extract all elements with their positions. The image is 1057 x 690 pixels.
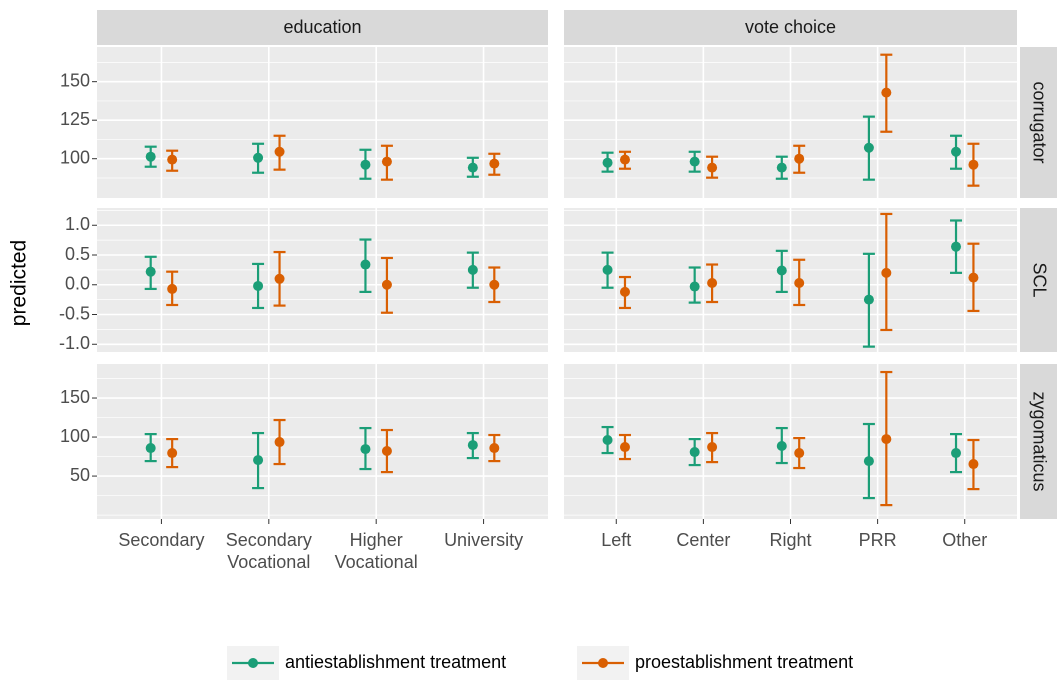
point bbox=[602, 264, 613, 275]
point bbox=[360, 259, 371, 270]
y-tick-label: 150 bbox=[60, 387, 90, 407]
y-tick-label: 50 bbox=[70, 465, 90, 485]
point bbox=[360, 159, 371, 170]
point bbox=[145, 266, 156, 277]
point bbox=[776, 162, 787, 173]
panel bbox=[97, 47, 548, 198]
x-tick-label: Higher bbox=[350, 530, 403, 550]
legend-point bbox=[248, 658, 258, 668]
point bbox=[794, 448, 805, 459]
point bbox=[145, 443, 156, 454]
y-tick-label: 150 bbox=[60, 70, 90, 90]
x-tick-label: Secondary bbox=[118, 530, 204, 550]
point bbox=[968, 459, 979, 470]
point bbox=[881, 267, 892, 278]
strip bbox=[1020, 364, 1057, 519]
point bbox=[863, 142, 874, 153]
x-tick-label: Secondary bbox=[226, 530, 312, 550]
y-tick-label: -0.5 bbox=[59, 303, 90, 323]
x-tick-label: Center bbox=[676, 530, 730, 550]
point bbox=[776, 265, 787, 276]
point bbox=[951, 448, 962, 459]
point bbox=[381, 156, 392, 167]
strip-label: vote choice bbox=[745, 17, 836, 37]
point bbox=[619, 154, 630, 165]
x-tick-label: Vocational bbox=[335, 552, 418, 572]
y-tick-label: -1.0 bbox=[59, 333, 90, 353]
point bbox=[951, 241, 962, 252]
point bbox=[794, 277, 805, 288]
legend-point bbox=[598, 658, 608, 668]
point bbox=[167, 448, 178, 459]
point bbox=[467, 162, 478, 173]
point bbox=[467, 264, 478, 275]
x-tick-label: Vocational bbox=[227, 552, 310, 572]
y-tick-label: 100 bbox=[60, 147, 90, 167]
x-tick-label: PRR bbox=[859, 530, 897, 550]
x-tick-label: Right bbox=[769, 530, 811, 550]
point bbox=[689, 156, 700, 167]
y-tick-label: 1.0 bbox=[65, 214, 90, 234]
point bbox=[602, 157, 613, 168]
panel bbox=[97, 208, 548, 352]
y-axis-title: predicted bbox=[8, 240, 31, 326]
point bbox=[602, 435, 613, 446]
point bbox=[274, 146, 285, 157]
point bbox=[968, 272, 979, 283]
x-tick-label: Left bbox=[601, 530, 631, 550]
strip-label: SCL bbox=[1029, 262, 1049, 297]
y-tick-label: 0.5 bbox=[65, 244, 90, 264]
y-tick-label: 0.0 bbox=[65, 274, 90, 294]
point bbox=[863, 456, 874, 467]
strip-label: zygomaticus bbox=[1029, 391, 1049, 491]
point bbox=[381, 446, 392, 457]
point bbox=[707, 162, 718, 173]
point bbox=[881, 434, 892, 445]
point bbox=[794, 153, 805, 164]
point bbox=[274, 437, 285, 448]
point bbox=[968, 159, 979, 170]
point bbox=[707, 277, 718, 288]
strip-label: corrugator bbox=[1029, 81, 1049, 163]
point bbox=[167, 154, 178, 165]
point bbox=[274, 273, 285, 284]
point bbox=[381, 279, 392, 290]
point bbox=[145, 151, 156, 162]
point bbox=[619, 286, 630, 297]
point bbox=[253, 280, 264, 291]
point bbox=[707, 442, 718, 453]
point bbox=[951, 146, 962, 157]
point bbox=[776, 441, 787, 452]
point bbox=[360, 444, 371, 455]
legend-label: proestablishment treatment bbox=[635, 652, 853, 672]
y-tick-label: 100 bbox=[60, 426, 90, 446]
point bbox=[167, 283, 178, 294]
point bbox=[467, 440, 478, 451]
strip bbox=[1020, 47, 1057, 198]
strip bbox=[564, 10, 1017, 45]
point bbox=[253, 152, 264, 163]
strip bbox=[1020, 208, 1057, 352]
point bbox=[689, 447, 700, 458]
point bbox=[863, 294, 874, 305]
strip bbox=[97, 10, 548, 45]
x-tick-label: Other bbox=[942, 530, 987, 550]
strip-label: education bbox=[283, 17, 361, 37]
x-tick-label: University bbox=[444, 530, 523, 550]
point bbox=[619, 442, 630, 453]
point bbox=[489, 279, 500, 290]
point bbox=[253, 455, 264, 466]
y-tick-label: 125 bbox=[60, 109, 90, 129]
point bbox=[489, 158, 500, 169]
point bbox=[489, 443, 500, 454]
legend-label: antiestablishment treatment bbox=[285, 652, 506, 672]
point bbox=[689, 281, 700, 292]
point bbox=[881, 87, 892, 98]
